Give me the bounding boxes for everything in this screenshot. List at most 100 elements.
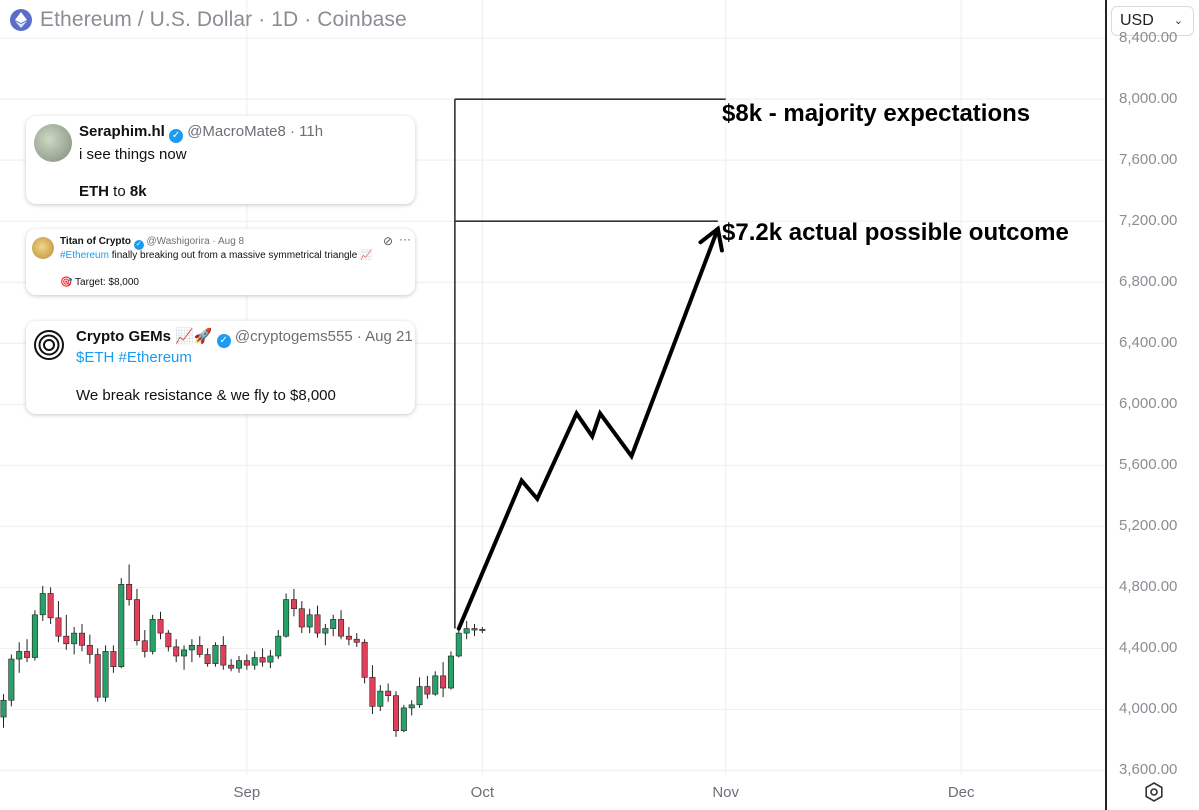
price-tick-label: 5,200.00: [1119, 517, 1178, 535]
tweet-card-titan[interactable]: Titan of Crypto ✓ @Washigorira · Aug 8 ⊘…: [26, 229, 415, 295]
candle: [0, 694, 7, 728]
gear-icon[interactable]: [1143, 781, 1165, 803]
chevron-down-icon: ⌄: [1173, 15, 1183, 27]
candle: [141, 630, 148, 658]
candle: [31, 610, 38, 661]
projection-line: [456, 226, 720, 631]
candle: [204, 648, 211, 667]
price-tick-label: 6,400.00: [1119, 334, 1178, 352]
currency-value: USD: [1120, 12, 1154, 29]
candle: [353, 633, 360, 647]
tweet-card-seraphim[interactable]: Seraphim.hl ✓ @MacroMate8 · 11h i see th…: [26, 116, 415, 204]
candle: [416, 677, 423, 708]
price-tick-label: 4,400.00: [1119, 639, 1178, 657]
tweet-target: 8k: [129, 183, 147, 200]
verified-badge-icon: ✓: [169, 129, 184, 143]
price-tick-label: 8,000.00: [1119, 90, 1178, 108]
candle: [392, 691, 399, 737]
candle: [400, 704, 407, 733]
candle: [330, 614, 337, 637]
level-lines: [454, 98, 726, 629]
candle: [447, 651, 454, 690]
candle: [118, 578, 125, 669]
tweet-author[interactable]: Seraphim.hl: [79, 123, 165, 140]
tweet-text: finally breaking out from a massive symm…: [108, 250, 373, 261]
tweet-target: 🎯 Target: $8,000: [60, 277, 139, 288]
price-tick-label: 4,000.00: [1119, 700, 1178, 718]
candle: [283, 593, 290, 638]
candle: [251, 651, 258, 670]
avatar: [32, 237, 54, 259]
price-tick-label: 6,000.00: [1119, 395, 1178, 413]
projection-path: [456, 225, 724, 631]
candle: [408, 700, 415, 716]
tweet-hashtags[interactable]: $ETH #Ethereum: [76, 349, 192, 366]
chart-title: Ethereum / U.S. Dollar · 1D · Coinbase: [40, 8, 407, 31]
candle: [275, 630, 282, 660]
tweet-ticker: ETH: [79, 183, 109, 200]
candle: [94, 648, 101, 702]
candle: [39, 585, 46, 621]
candle: [306, 608, 313, 634]
projection-arrowhead: [698, 225, 724, 253]
tweet-author[interactable]: Titan of Crypto: [60, 236, 131, 247]
grok-icon[interactable]: ⊘: [383, 234, 394, 248]
candle: [298, 601, 305, 634]
candle: [157, 611, 164, 640]
more-options-icon[interactable]: ···: [399, 232, 411, 246]
tweet-handle: @MacroMate8 · 11h: [187, 123, 324, 140]
candle: [463, 620, 470, 640]
candle: [243, 654, 250, 670]
candle: [133, 588, 140, 646]
candle: [63, 614, 70, 650]
currency-select[interactable]: USD ⌄: [1111, 6, 1194, 36]
candle: [126, 564, 133, 606]
candle: [47, 587, 54, 624]
time-tick-label: Nov: [712, 784, 740, 801]
candle: [86, 634, 93, 664]
candle: [196, 636, 203, 658]
time-tick-label: Sep: [233, 784, 261, 801]
candle: [345, 627, 352, 646]
candle: [385, 683, 392, 702]
tweet-connector: to: [109, 183, 130, 200]
candle: [24, 639, 31, 663]
tweet-text: We break resistance & we fly to $8,000: [76, 387, 336, 404]
tweet-handle: @cryptogems555 · Aug 21: [234, 328, 413, 345]
candle: [110, 645, 117, 673]
candle: [338, 610, 345, 640]
price-tick-label: 3,600.00: [1119, 761, 1178, 779]
candle: [369, 665, 376, 714]
price-tick-label: 6,800.00: [1119, 273, 1178, 291]
candle: [314, 605, 321, 638]
candle: [220, 636, 227, 670]
tweet-card-cryptogems[interactable]: Crypto GEMs 📈🚀 ✓ @cryptogems555 · Aug 21…: [26, 321, 415, 414]
tweet-hashtag[interactable]: #Ethereum: [60, 250, 109, 261]
time-tick-label: Oct: [470, 784, 495, 801]
candle: [236, 656, 243, 673]
verified-badge-icon: ✓: [216, 334, 231, 348]
price-tick-label: 4,800.00: [1119, 578, 1178, 596]
candle: [181, 645, 188, 670]
candle: [8, 654, 15, 707]
candle: [102, 645, 109, 702]
time-tick-label: Dec: [947, 784, 975, 801]
candle: [377, 684, 384, 711]
price-tick-label: 5,600.00: [1119, 456, 1178, 474]
chart-header: Ethereum / U.S. Dollar · 1D · Coinbase: [10, 8, 407, 32]
candle: [322, 623, 329, 646]
annotation-majority: $8k - majority expectations: [722, 100, 1031, 127]
price-tick-label: 8,400.00: [1119, 29, 1178, 47]
candle: [212, 642, 219, 667]
candle: [267, 649, 274, 669]
candle: [149, 614, 156, 655]
price-tick-label: 7,200.00: [1119, 212, 1178, 230]
verified-badge-icon: ✓: [133, 240, 144, 250]
tweet-author[interactable]: Crypto GEMs 📈🚀: [76, 328, 213, 345]
candle: [479, 627, 486, 634]
concentric-circles-avatar-icon: [33, 329, 65, 361]
candle: [55, 601, 62, 643]
candle: [440, 662, 447, 698]
price-tick-label: 7,600.00: [1119, 151, 1178, 169]
annotation-actual: $7.2k actual possible outcome: [722, 219, 1069, 246]
